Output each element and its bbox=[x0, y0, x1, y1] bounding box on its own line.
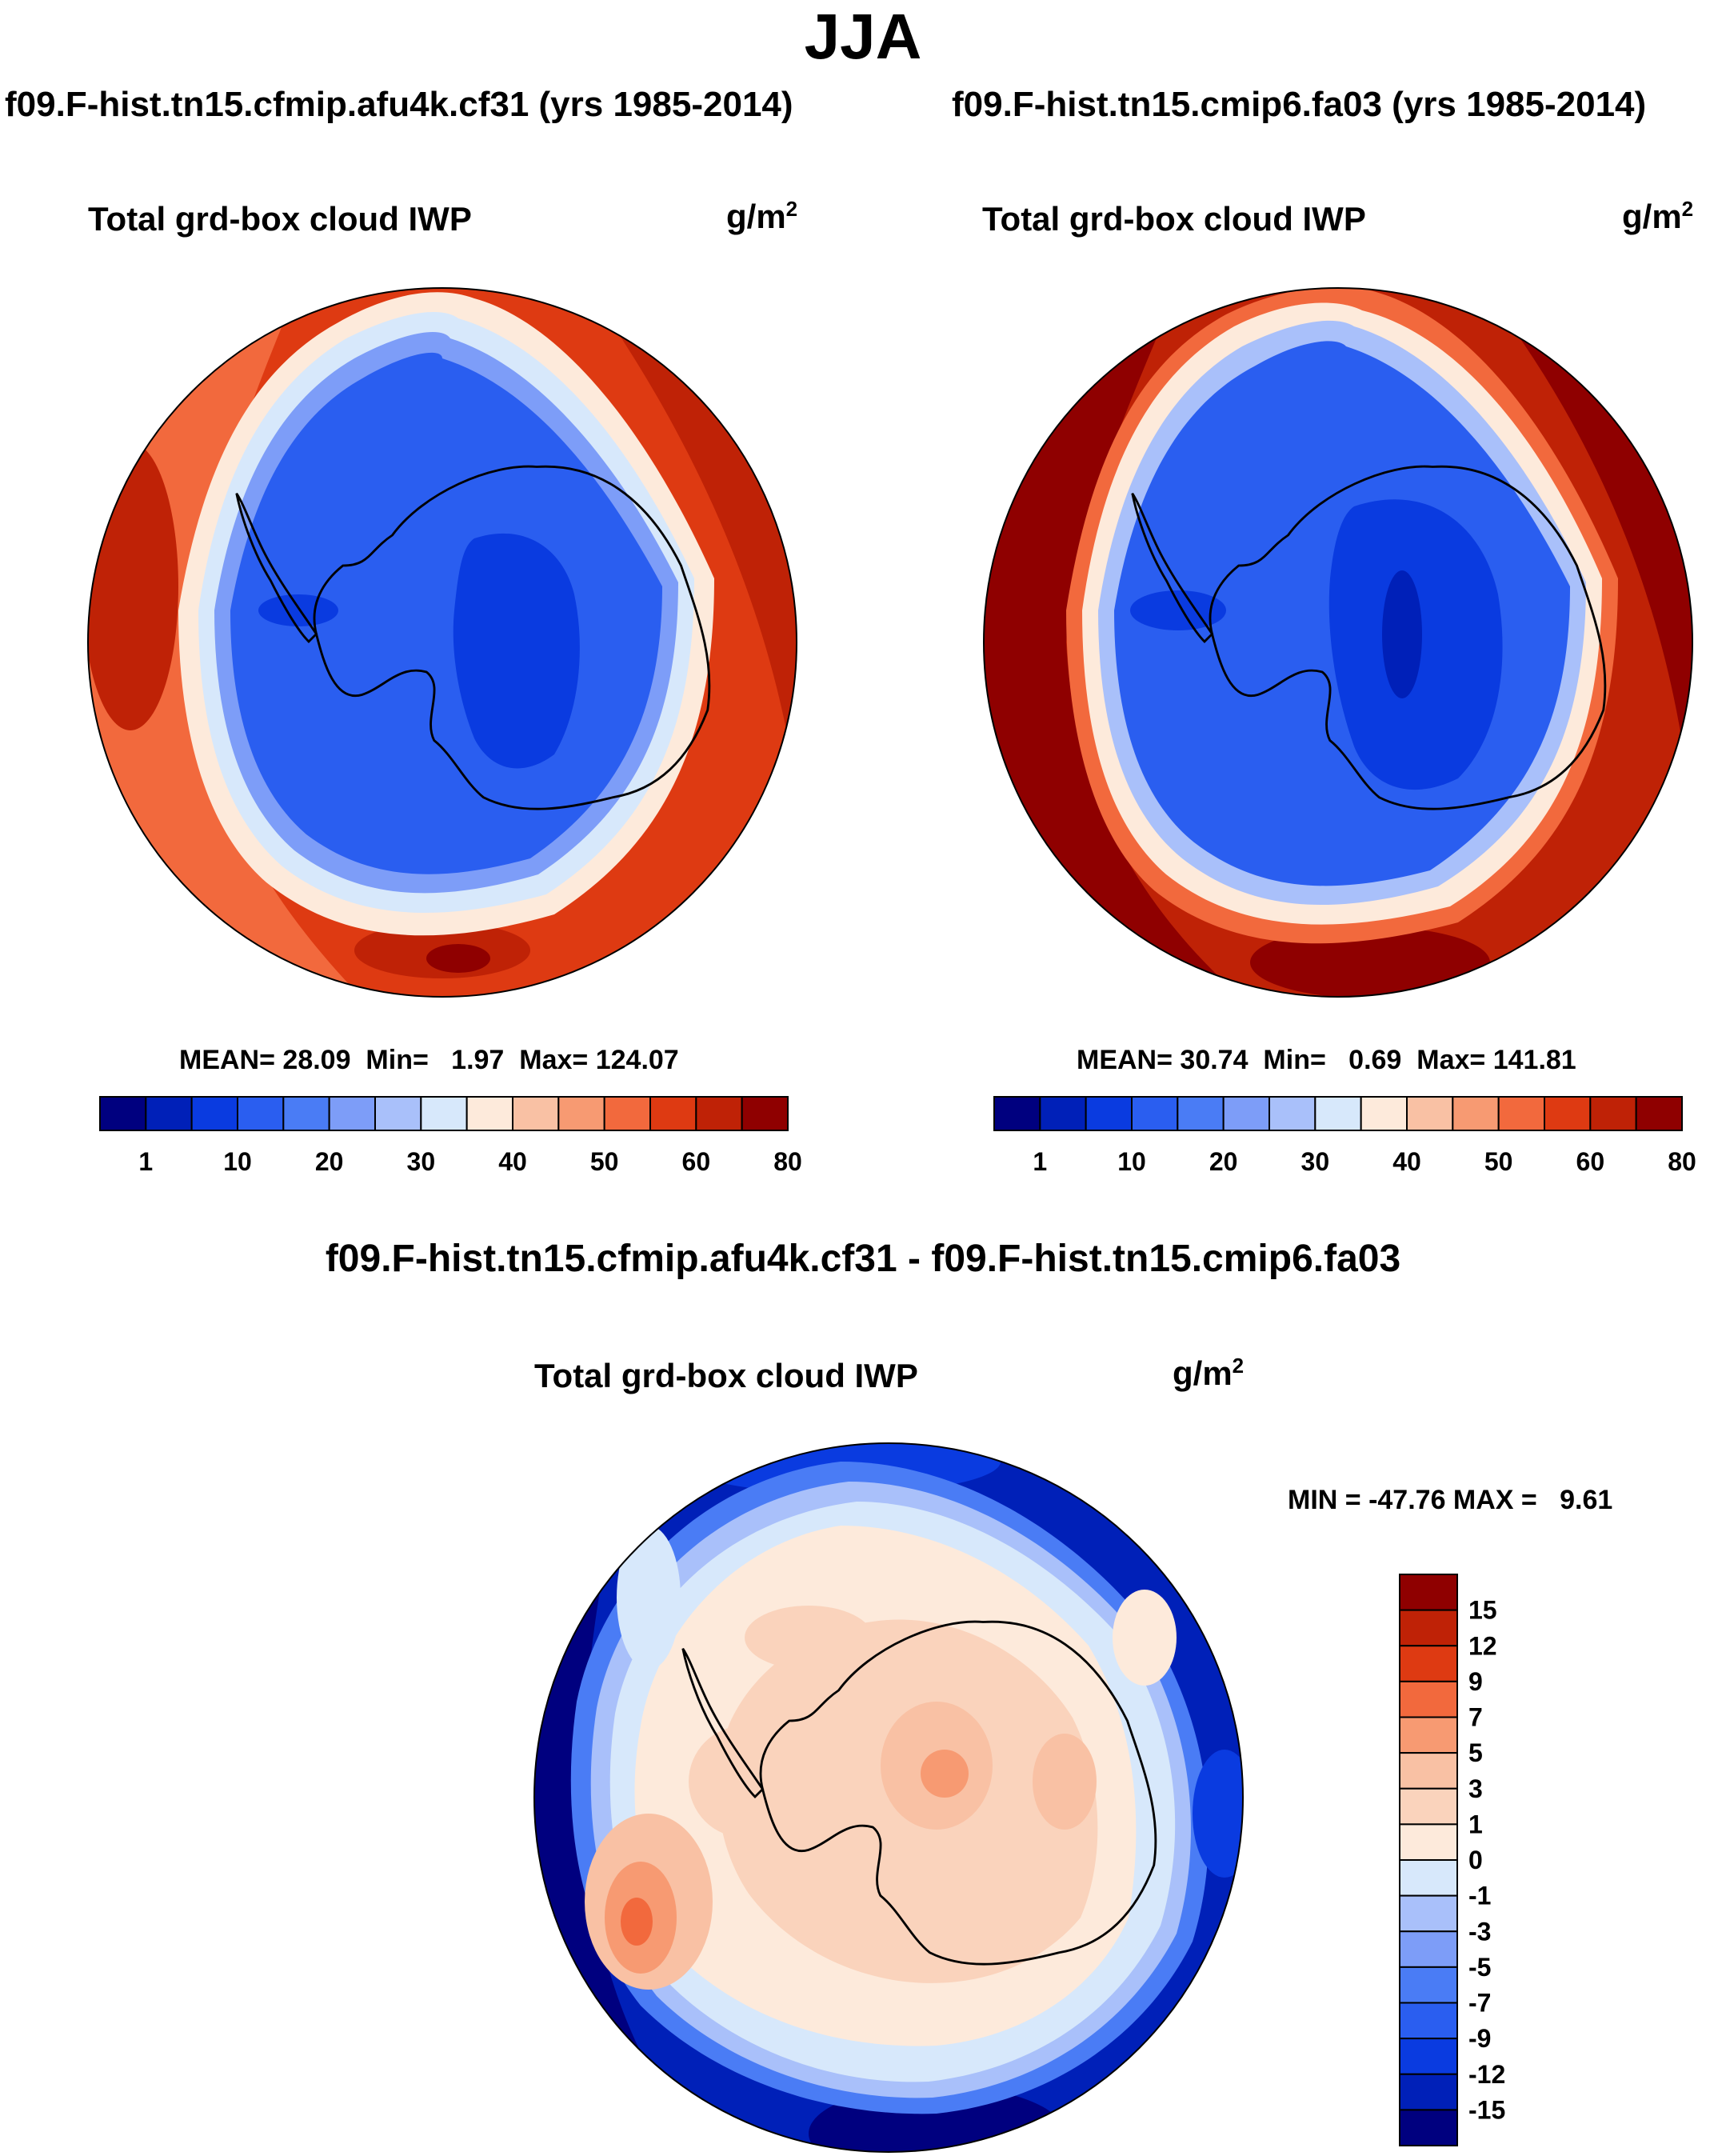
diff-colorbar-box bbox=[1399, 1823, 1458, 1861]
panel1-colorbar-box bbox=[603, 1096, 652, 1131]
panel2-colorbar-tick: 50 bbox=[1484, 1147, 1513, 1176]
panel1-colorbar-box bbox=[328, 1096, 376, 1131]
panel2-colorbar-box bbox=[1544, 1096, 1592, 1131]
panel2-colorbar-box bbox=[1360, 1096, 1408, 1131]
panel2-colorbar-box bbox=[1406, 1096, 1454, 1131]
panel1-colorbar-tick: 1 bbox=[138, 1147, 153, 1176]
panel1-case-title: f09.F-hist.tn15.cfmip.afu4k.cf31 (yrs 19… bbox=[5, 85, 793, 124]
diff-units: g/m2 bbox=[1173, 1354, 1245, 1392]
diff-colorbar-tick: 9 bbox=[1468, 1667, 1483, 1696]
panel2-units: g/m2 bbox=[1622, 197, 1694, 235]
panel2-colorbar-box bbox=[993, 1096, 1041, 1131]
panel2-colorbar-tick: 1 bbox=[1033, 1147, 1047, 1176]
panel2-colorbar-box bbox=[1452, 1096, 1500, 1131]
panel2-colorbar-tick: 80 bbox=[1668, 1147, 1696, 1176]
panel1-stats: MEAN= 28.09 Min= 1.97 Max= 124.07 bbox=[179, 1045, 679, 1075]
diff-colorbar-box bbox=[1399, 2002, 1458, 2040]
panel1-colorbar-tick: 80 bbox=[773, 1147, 802, 1176]
diff-colorbar-box bbox=[1399, 1752, 1458, 1790]
diff-colorbar-tick: -5 bbox=[1468, 1953, 1491, 1982]
diff-colorbar-tick: 7 bbox=[1468, 1703, 1483, 1732]
panel2-colorbar-tick: 10 bbox=[1117, 1147, 1146, 1176]
panel2-colorbar-box bbox=[1222, 1096, 1270, 1131]
panel1-colorbar-box bbox=[695, 1096, 743, 1131]
diff-colorbar-box bbox=[1399, 1680, 1458, 1718]
panel2-colorbar-box bbox=[1589, 1096, 1637, 1131]
diff-variable-title: Total grd-box cloud IWP bbox=[534, 1357, 918, 1394]
panel1-colorbar-tick: 20 bbox=[315, 1147, 344, 1176]
diff-colorbar-box bbox=[1399, 2038, 1458, 2075]
diff-colorbar-tick: -1 bbox=[1468, 1882, 1491, 1910]
diff-colorbar: 15 12 9 7 5 3 1 0 -1 -3 -5 -7 -9 -12 -15 bbox=[1399, 1574, 1505, 2146]
diff-colorbar-box bbox=[1399, 1787, 1458, 1826]
panel1-colorbar-tick: 10 bbox=[223, 1147, 252, 1176]
panel2-colorbar-tick: 60 bbox=[1576, 1147, 1605, 1176]
diff-colorbar-tick: -12 bbox=[1468, 2060, 1505, 2089]
panel2-colorbar: 1 10 20 30 40 50 60 80 bbox=[993, 1096, 1696, 1176]
panel1-colorbar-box bbox=[190, 1096, 238, 1131]
diff-colorbar-tick: -3 bbox=[1468, 1917, 1491, 1946]
panel2-colorbar-box bbox=[1177, 1096, 1225, 1131]
panel1-map bbox=[87, 287, 797, 998]
panel1-colorbar-box bbox=[557, 1096, 605, 1131]
diff-minmax: MIN = -47.76 MAX = 9.61 bbox=[1288, 1485, 1613, 1515]
panel2-case-title: f09.F-hist.tn15.cmip6.fa03 (yrs 1985-201… bbox=[952, 85, 1647, 124]
panel2-stats: MEAN= 30.74 Min= 0.69 Max= 141.81 bbox=[1077, 1045, 1576, 1075]
panel1-colorbar-box bbox=[649, 1096, 697, 1131]
diff-colorbar-tick: -9 bbox=[1468, 2024, 1491, 2053]
panel1-colorbar-box bbox=[512, 1096, 560, 1131]
panel2-colorbar-box bbox=[1039, 1096, 1087, 1131]
panel1-colorbar-box bbox=[145, 1096, 193, 1131]
diff-colorbar-tick: 3 bbox=[1468, 1774, 1483, 1803]
diff-colorbar-box bbox=[1399, 1859, 1458, 1897]
panel1-colorbar-box bbox=[465, 1096, 513, 1131]
panel1-colorbar-box bbox=[282, 1096, 330, 1131]
panel1-colorbar-tick: 30 bbox=[407, 1147, 436, 1176]
panel1-colorbar: 1 10 20 30 40 50 60 80 bbox=[99, 1096, 802, 1176]
panel2-variable-title: Total grd-box cloud IWP bbox=[982, 200, 1366, 238]
panel2-colorbar-tick: 30 bbox=[1301, 1147, 1330, 1176]
diff-colorbar-tick: 5 bbox=[1468, 1738, 1483, 1767]
diff-colorbar-box bbox=[1399, 2073, 1458, 2111]
panel2-colorbar-box bbox=[1131, 1096, 1179, 1131]
panel1-colorbar-box bbox=[99, 1096, 147, 1131]
diff-colorbar-box bbox=[1399, 1930, 1458, 1968]
panel1-colorbar-tick: 50 bbox=[590, 1147, 619, 1176]
diff-colorbar-tick: 1 bbox=[1468, 1810, 1483, 1838]
panel1-colorbar-box bbox=[420, 1096, 468, 1131]
diff-colorbar-box bbox=[1399, 2109, 1458, 2146]
diff-colorbar-box bbox=[1399, 1716, 1458, 1754]
diff-colorbar-box bbox=[1399, 1645, 1458, 1682]
diff-colorbar-box bbox=[1399, 1894, 1458, 1933]
panel2-colorbar-box bbox=[1314, 1096, 1362, 1131]
diff-colorbar-box bbox=[1399, 1966, 1458, 2004]
diff-colorbar-box bbox=[1399, 1609, 1458, 1647]
diff-colorbar-tick: 0 bbox=[1468, 1846, 1483, 1874]
panel2-map bbox=[983, 287, 1693, 998]
panel2-colorbar-box bbox=[1269, 1096, 1316, 1131]
panel1-colorbar-tick: 40 bbox=[498, 1147, 527, 1176]
panel2-colorbar-tick: 40 bbox=[1392, 1147, 1421, 1176]
diff-map bbox=[533, 1442, 1244, 2153]
diff-colorbar-tick: -15 bbox=[1468, 2095, 1505, 2124]
panel2-colorbar-box bbox=[1085, 1096, 1133, 1131]
panel1-colorbar-box bbox=[741, 1096, 789, 1131]
diff-colorbar-tick: -7 bbox=[1468, 1989, 1491, 2018]
figure-title: JJA bbox=[804, 1, 922, 72]
diff-colorbar-tick: 15 bbox=[1468, 1596, 1497, 1625]
panel1-units: g/m2 bbox=[726, 197, 798, 235]
panel2-colorbar-box bbox=[1497, 1096, 1546, 1131]
panel1-colorbar-box bbox=[237, 1096, 285, 1131]
panel2-colorbar-box bbox=[1635, 1096, 1684, 1131]
diff-colorbar-box bbox=[1399, 1574, 1458, 1611]
panel1-variable-title: Total grd-box cloud IWP bbox=[88, 200, 472, 238]
panel2-colorbar-tick: 20 bbox=[1209, 1147, 1238, 1176]
diff-colorbar-tick: 12 bbox=[1468, 1631, 1497, 1660]
panel1-colorbar-box bbox=[374, 1096, 422, 1131]
panel1-colorbar-tick: 60 bbox=[682, 1147, 711, 1176]
diff-title: f09.F-hist.tn15.cfmip.afu4k.cf31 - f09.F… bbox=[325, 1238, 1401, 1280]
